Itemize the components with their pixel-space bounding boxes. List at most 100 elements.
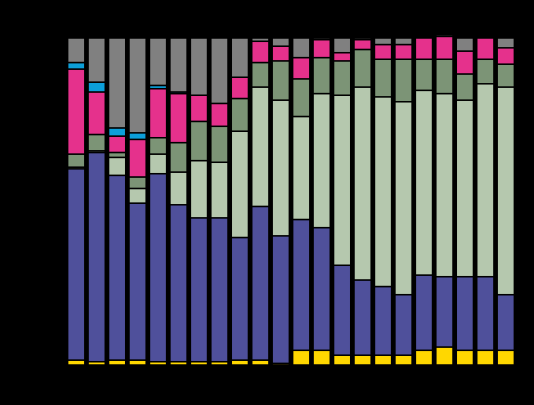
bar-segment-9-series-5 [230, 76, 250, 100]
bar-segment-17-series-3 [394, 101, 413, 296]
bar-segment-11-series-7 [271, 37, 291, 47]
bar-segment-22-series-4 [496, 63, 516, 88]
bar-segment-2-series-4 [87, 133, 107, 152]
bar-segment-18-series-3 [414, 89, 434, 276]
bar-segment-6-series-5 [169, 92, 188, 144]
bar-segment-13-series-4 [312, 56, 332, 95]
bar-segment-4-series-4 [128, 176, 147, 190]
bar-segment-14-series-5 [332, 51, 352, 62]
bar-segment-4-series-6 [128, 132, 147, 141]
bar-segment-5-series-3 [148, 153, 168, 175]
bar-segment-11-series-3 [271, 99, 291, 237]
bar-segment-7-series-4 [189, 120, 209, 162]
bar-segment-9-series-2 [230, 236, 250, 361]
bar-segment-6-series-7 [169, 37, 188, 93]
bar-segment-18-series-2 [414, 274, 434, 352]
bar-segment-16-series-3 [373, 96, 393, 288]
bar-segment-21-series-5 [475, 37, 495, 60]
bar-segment-5-series-7 [148, 37, 168, 87]
bar-segment-20-series-3 [455, 99, 475, 278]
bar-segment-12-series-4 [291, 78, 311, 118]
bar-segment-17-series-2 [394, 293, 413, 356]
bar-segment-1-series-5 [66, 68, 86, 155]
bar-segment-16-series-1 [373, 354, 393, 366]
bar-segment-15-series-7 [353, 37, 372, 41]
bar-segment-5-series-2 [148, 172, 168, 363]
bar-segment-12-series-7 [291, 37, 311, 59]
bar-segment-13-series-3 [312, 92, 332, 229]
bar-segment-18-series-5 [414, 37, 434, 60]
bar-segment-12-series-2 [291, 218, 311, 352]
bar-segment-17-series-7 [394, 37, 413, 46]
bar-segment-20-series-1 [455, 349, 475, 366]
bar-segment-8-series-4 [210, 125, 229, 164]
bar-segment-4-series-2 [128, 202, 147, 361]
bar-segment-12-series-3 [291, 115, 311, 221]
bar-segment-13-series-1 [312, 349, 332, 366]
bar-segment-21-series-4 [475, 58, 495, 85]
bar-segment-8-series-7 [210, 37, 229, 105]
bar-segment-1-series-4 [66, 153, 86, 168]
bar-segment-19-series-4 [435, 58, 454, 95]
bar-segment-20-series-4 [455, 73, 475, 101]
bar-segment-2-series-2 [87, 151, 107, 363]
bar-segment-15-series-4 [353, 48, 372, 88]
bar-segment-9-series-4 [230, 97, 250, 132]
bar-segment-4-series-3 [128, 187, 147, 204]
bar-segment-8-series-2 [210, 217, 229, 363]
bar-segment-8-series-5 [210, 102, 229, 128]
bar-segment-20-series-7 [455, 37, 475, 52]
bar-segment-18-series-1 [414, 349, 434, 366]
bar-segment-13-series-2 [312, 226, 332, 352]
bar-segment-14-series-2 [332, 264, 352, 356]
bar-segment-15-series-2 [353, 279, 372, 356]
bar-segment-22-series-1 [496, 349, 516, 366]
bar-segment-17-series-1 [394, 354, 413, 366]
bar-segment-10-series-7 [250, 37, 270, 43]
bar-segment-9-series-3 [230, 130, 250, 239]
bar-segment-3-series-5 [107, 135, 127, 154]
bar-segment-21-series-2 [475, 275, 495, 352]
bar-segment-22-series-2 [496, 293, 516, 352]
bar-segment-2-series-7 [87, 37, 107, 83]
bar-segment-14-series-4 [332, 60, 352, 96]
bar-segment-22-series-7 [496, 37, 516, 49]
bar-segment-22-series-5 [496, 47, 516, 65]
bar-segment-5-series-4 [148, 136, 168, 155]
bar-segment-17-series-5 [394, 43, 413, 61]
bar-segment-10-series-4 [250, 61, 270, 88]
bar-segment-3-series-6 [107, 127, 127, 137]
bar-segment-20-series-5 [455, 50, 475, 75]
bar-segment-6-series-4 [169, 141, 188, 173]
bar-segment-4-series-5 [128, 138, 147, 178]
bar-segment-17-series-4 [394, 58, 413, 103]
bar-segment-21-series-1 [475, 349, 495, 366]
bar-segment-10-series-5 [250, 40, 270, 64]
bar-segment-6-series-2 [169, 204, 188, 363]
bar-segment-14-series-3 [332, 94, 352, 267]
bar-segment-15-series-1 [353, 354, 372, 366]
bar-segment-7-series-3 [189, 159, 209, 219]
bar-segment-12-series-1 [291, 349, 311, 366]
bar-segment-5-series-5 [148, 87, 168, 139]
bar-segment-22-series-3 [496, 86, 516, 296]
bar-segment-7-series-2 [189, 217, 209, 363]
bar-segment-19-series-3 [435, 92, 454, 278]
bar-segment-3-series-2 [107, 174, 127, 361]
bar-segment-14-series-1 [332, 354, 352, 366]
bar-segment-6-series-3 [169, 171, 188, 206]
bar-segment-19-series-7 [435, 33, 454, 38]
bar-segment-20-series-2 [455, 275, 475, 352]
bars-group [66, 33, 516, 366]
bar-segment-15-series-3 [353, 86, 372, 281]
bar-segment-15-series-5 [353, 38, 372, 51]
bar-segment-19-series-1 [435, 346, 454, 366]
bar-segment-2-series-6 [87, 81, 107, 93]
bar-segment-3-series-3 [107, 156, 127, 177]
bar-segment-9-series-7 [230, 37, 250, 78]
bar-segment-16-series-5 [373, 43, 393, 61]
bar-segment-4-series-7 [128, 37, 147, 134]
bar-segment-2-series-5 [87, 91, 107, 136]
